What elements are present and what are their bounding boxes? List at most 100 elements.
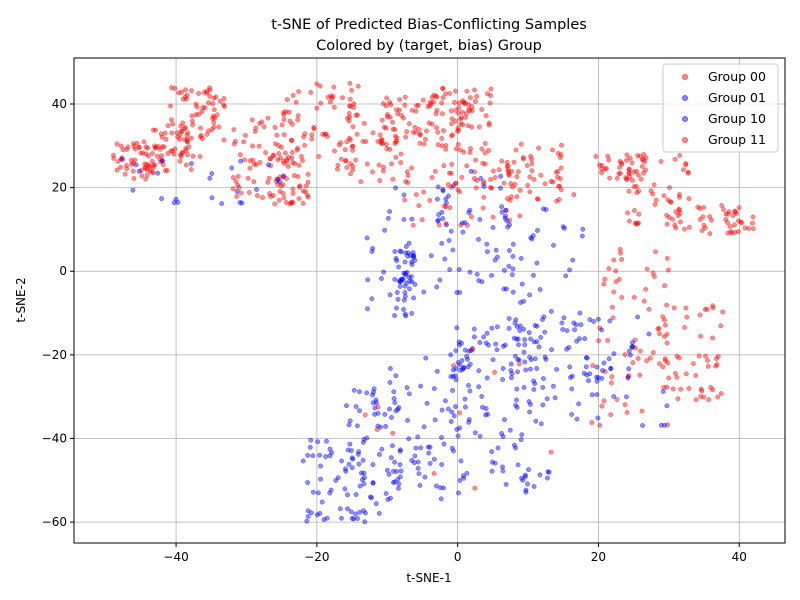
data-point — [606, 356, 612, 362]
data-point — [395, 406, 401, 412]
data-point — [370, 392, 375, 398]
data-point — [268, 156, 274, 162]
data-point — [477, 340, 483, 345]
data-point — [426, 450, 432, 456]
data-point — [533, 418, 539, 424]
data-point — [660, 314, 666, 320]
data-point — [540, 317, 545, 322]
data-point — [574, 416, 580, 422]
data-point — [327, 446, 333, 452]
data-point — [626, 348, 632, 354]
data-point — [344, 403, 349, 409]
data-point — [364, 235, 370, 241]
data-point — [404, 129, 410, 135]
data-point — [736, 218, 741, 224]
data-point — [362, 475, 367, 481]
data-point — [241, 139, 247, 145]
data-point — [538, 334, 544, 340]
data-point — [473, 157, 478, 163]
data-point — [499, 158, 505, 164]
data-point — [159, 196, 165, 202]
data-point — [311, 124, 317, 130]
data-point — [393, 139, 399, 145]
data-point — [177, 136, 182, 142]
data-point — [304, 518, 310, 524]
data-point — [531, 176, 537, 182]
data-point — [721, 207, 726, 213]
data-point — [307, 444, 313, 450]
data-point — [706, 397, 712, 403]
x-tick-label: 40 — [732, 550, 747, 564]
data-point — [493, 341, 499, 347]
data-point — [540, 385, 546, 390]
data-point — [506, 325, 512, 331]
data-point — [402, 197, 408, 203]
data-point — [405, 173, 411, 179]
data-point — [247, 165, 253, 171]
data-point — [300, 458, 306, 464]
data-point — [509, 371, 515, 377]
data-point — [349, 516, 355, 521]
data-point — [396, 485, 401, 491]
data-point — [327, 453, 333, 459]
data-point — [450, 132, 456, 138]
legend-label-group-00: Group 00 — [708, 69, 766, 84]
data-point — [190, 153, 196, 159]
data-point — [672, 156, 678, 162]
data-point — [415, 459, 421, 465]
data-point — [398, 160, 404, 165]
data-point — [448, 108, 454, 114]
data-point — [421, 141, 427, 147]
data-point — [503, 207, 509, 213]
data-point — [292, 161, 298, 166]
data-point — [346, 461, 352, 467]
data-point — [673, 225, 679, 231]
data-point — [635, 314, 641, 320]
data-point — [686, 385, 692, 391]
data-point — [567, 364, 573, 370]
data-point — [328, 487, 334, 493]
data-point — [177, 158, 183, 164]
data-point — [302, 142, 308, 148]
data-point — [453, 377, 459, 383]
data-point — [310, 453, 316, 459]
data-point — [637, 372, 643, 378]
data-point — [597, 422, 603, 428]
data-point — [242, 157, 248, 163]
data-point — [349, 143, 355, 149]
data-point — [221, 102, 227, 108]
data-point — [428, 253, 434, 259]
data-point — [335, 475, 341, 481]
data-point — [274, 132, 280, 138]
data-point — [375, 404, 381, 410]
data-point — [464, 163, 470, 169]
data-point — [230, 186, 236, 192]
data-point — [584, 355, 590, 361]
data-point — [410, 129, 416, 135]
data-point — [472, 87, 477, 93]
data-point — [617, 158, 623, 164]
data-point — [664, 221, 670, 227]
data-point — [513, 147, 519, 153]
data-point — [152, 145, 158, 151]
data-point — [449, 409, 455, 415]
data-point — [196, 90, 202, 96]
data-point — [344, 165, 350, 170]
data-point — [345, 506, 351, 512]
data-point — [440, 187, 446, 193]
data-point — [194, 104, 200, 110]
data-point — [337, 506, 343, 512]
data-point — [643, 286, 649, 292]
data-point — [285, 163, 291, 169]
data-point — [732, 222, 737, 228]
data-point — [629, 160, 635, 166]
data-point — [477, 433, 483, 439]
data-point — [613, 279, 619, 285]
data-point — [209, 195, 215, 201]
data-point — [206, 100, 211, 106]
data-point — [390, 443, 395, 449]
data-point — [397, 284, 403, 289]
data-point — [468, 214, 474, 220]
data-point — [296, 196, 302, 201]
data-point — [611, 394, 617, 399]
